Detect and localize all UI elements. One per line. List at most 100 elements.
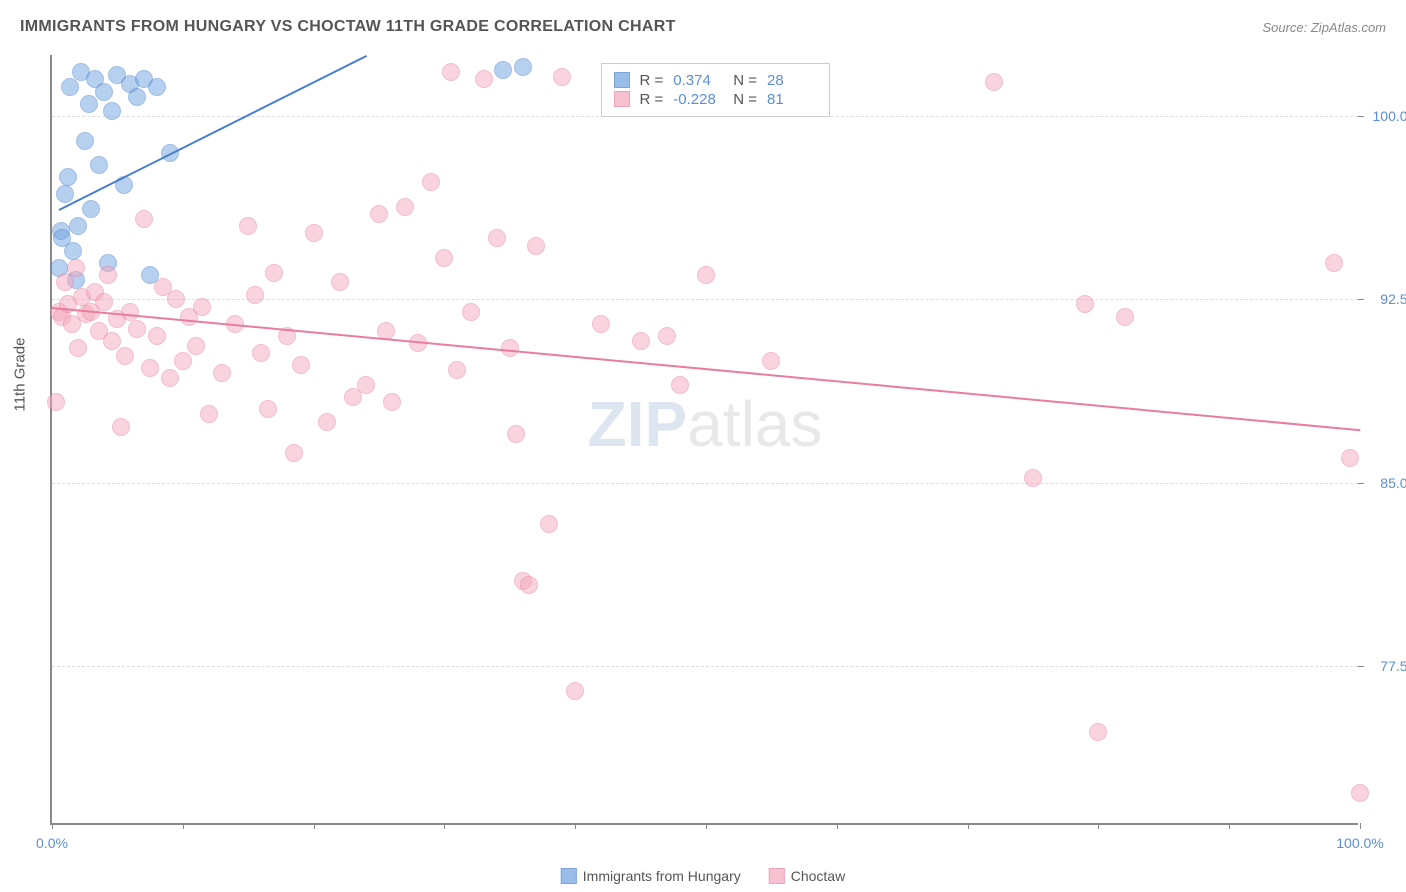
scatter-point [488,229,506,247]
scatter-point [252,344,270,362]
scatter-point [103,102,121,120]
ytick [1358,483,1364,484]
scatter-point [435,249,453,267]
scatter-point [200,405,218,423]
legend-bottom: Immigrants from Hungary Choctaw [561,868,845,884]
scatter-point [82,200,100,218]
scatter-point [697,266,715,284]
scatter-point [520,576,538,594]
chart-title: IMMIGRANTS FROM HUNGARY VS CHOCTAW 11TH … [20,18,676,36]
trend-line [52,307,1360,431]
scatter-point [1076,295,1094,313]
legend-row: R = 0.374 N = 28 [614,72,818,89]
scatter-point [357,376,375,394]
xtick [1360,823,1361,829]
scatter-point [985,73,1003,91]
legend-swatch [614,72,630,88]
n-label: N = [733,72,757,89]
scatter-point [422,173,440,191]
ytick [1358,116,1364,117]
scatter-point [592,315,610,333]
scatter-point [135,210,153,228]
scatter-point [69,217,87,235]
scatter-point [762,352,780,370]
scatter-point [141,359,159,377]
scatter-point [80,95,98,113]
correlation-legend: R = 0.374 N = 28 R = -0.228 N = 81 [601,63,831,117]
scatter-point [67,259,85,277]
scatter-point [112,418,130,436]
scatter-point [632,332,650,350]
scatter-point [174,352,192,370]
xtick [183,823,184,829]
n-value: 81 [767,91,817,108]
scatter-point [1116,308,1134,326]
scatter-point [1024,469,1042,487]
xtick [1229,823,1230,829]
scatter-point [167,290,185,308]
r-label: R = [640,91,664,108]
scatter-point [1341,449,1359,467]
r-value: 0.374 [673,72,723,89]
scatter-point [161,369,179,387]
scatter-point [187,337,205,355]
scatter-point [148,78,166,96]
scatter-point [95,83,113,101]
scatter-point [331,273,349,291]
scatter-point [99,266,117,284]
scatter-point [527,237,545,255]
scatter-point [507,425,525,443]
xtick [1098,823,1099,829]
scatter-point [76,132,94,150]
scatter-point [448,361,466,379]
xtick-label: 100.0% [1336,835,1383,851]
xtick [314,823,315,829]
scatter-point [475,70,493,88]
scatter-point [239,217,257,235]
scatter-point [494,61,512,79]
scatter-point [305,224,323,242]
scatter-point [462,303,480,321]
scatter-point [213,364,231,382]
legend-item: Immigrants from Hungary [561,868,741,884]
gridline [52,666,1358,667]
scatter-point [128,320,146,338]
n-value: 28 [767,72,817,89]
scatter-point [116,347,134,365]
scatter-point [47,393,65,411]
scatter-point [383,393,401,411]
trend-line [58,55,366,211]
plot-area: ZIPatlas 77.5%85.0%92.5%100.0%0.0%100.0%… [50,55,1358,825]
xtick [444,823,445,829]
scatter-point [553,68,571,86]
r-value: -0.228 [673,91,723,108]
xtick [706,823,707,829]
scatter-point [671,376,689,394]
watermark: ZIPatlas [588,387,823,461]
xtick [837,823,838,829]
scatter-point [540,515,558,533]
ytick-label: 100.0% [1373,108,1406,124]
scatter-point [121,303,139,321]
scatter-point [658,327,676,345]
scatter-point [128,88,146,106]
scatter-point [318,413,336,431]
scatter-point [64,242,82,260]
scatter-point [69,339,87,357]
scatter-point [56,185,74,203]
r-label: R = [640,72,664,89]
scatter-point [103,332,121,350]
n-label: N = [733,91,757,108]
ytick-label: 77.5% [1380,658,1406,674]
gridline [52,483,1358,484]
xtick [968,823,969,829]
scatter-point [259,400,277,418]
scatter-point [442,63,460,81]
legend-label: Immigrants from Hungary [583,868,741,884]
scatter-point [246,286,264,304]
ytick-label: 85.0% [1380,475,1406,491]
scatter-point [148,327,166,345]
xtick [52,823,53,829]
scatter-point [59,168,77,186]
legend-label: Choctaw [791,868,845,884]
